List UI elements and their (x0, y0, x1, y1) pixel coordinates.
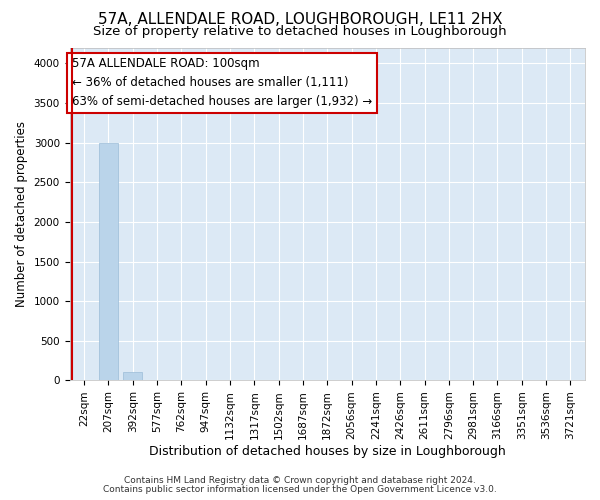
Text: Size of property relative to detached houses in Loughborough: Size of property relative to detached ho… (93, 25, 507, 38)
Text: Contains public sector information licensed under the Open Government Licence v3: Contains public sector information licen… (103, 485, 497, 494)
Text: 57A, ALLENDALE ROAD, LOUGHBOROUGH, LE11 2HX: 57A, ALLENDALE ROAD, LOUGHBOROUGH, LE11 … (98, 12, 502, 28)
Bar (123, 372, 142, 380)
Bar (99, 142, 118, 380)
X-axis label: Distribution of detached houses by size in Loughborough: Distribution of detached houses by size … (149, 444, 506, 458)
Text: 57A ALLENDALE ROAD: 100sqm
← 36% of detached houses are smaller (1,111)
63% of s: 57A ALLENDALE ROAD: 100sqm ← 36% of deta… (72, 58, 373, 108)
Y-axis label: Number of detached properties: Number of detached properties (15, 121, 28, 307)
Text: Contains HM Land Registry data © Crown copyright and database right 2024.: Contains HM Land Registry data © Crown c… (124, 476, 476, 485)
